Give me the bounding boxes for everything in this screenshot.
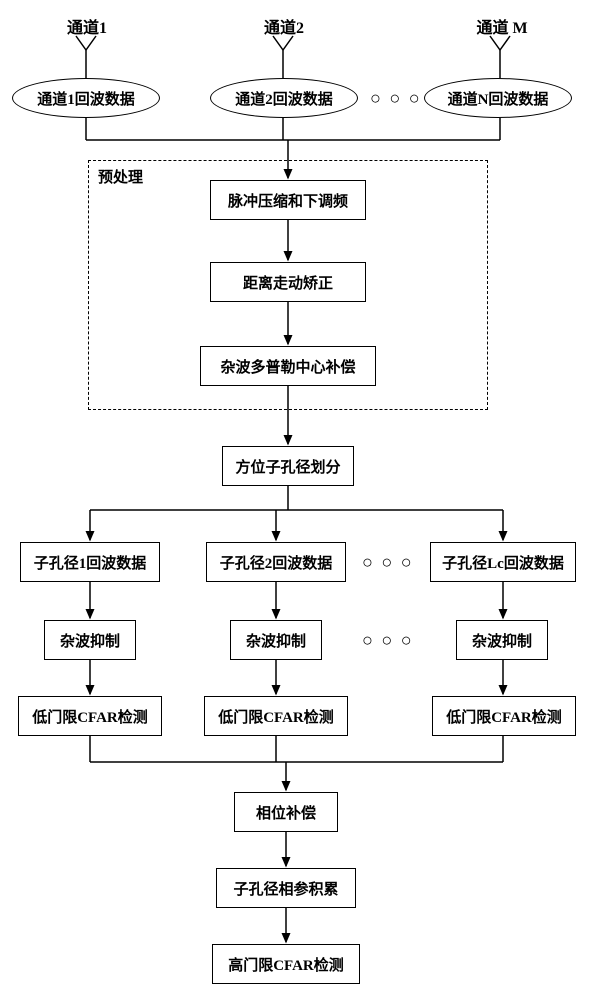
lowcfar-2-text: 低门限CFAR检测 [218, 706, 334, 727]
doppler-center-box: 杂波多普勒中心补偿 [200, 346, 376, 386]
subap-2-text: 子孔径2回波数据 [220, 552, 333, 573]
subap-L-box: 子孔径Lc回波数据 [430, 542, 576, 582]
azimuth-text: 方位子孔径划分 [235, 456, 340, 477]
subap-L-text: 子孔径Lc回波数据 [442, 552, 564, 573]
clutter-L-box: 杂波抑制 [456, 620, 548, 660]
highcfar-box: 高门限CFAR检测 [212, 944, 360, 984]
subap-dots: ○ ○ ○ [362, 552, 414, 573]
echo-ellipse-N: 通道N回波数据 [424, 78, 572, 118]
coherent-box: 子孔径相参积累 [216, 868, 356, 908]
clutter-L-text: 杂波抑制 [472, 630, 532, 651]
echo-ellipse-2: 通道2回波数据 [210, 78, 358, 118]
connector-lines [0, 0, 593, 1000]
lowcfar-2-box: 低门限CFAR检测 [204, 696, 348, 736]
doppler-center-text: 杂波多普勒中心补偿 [220, 356, 355, 377]
lowcfar-1-text: 低门限CFAR检测 [32, 706, 148, 727]
clutter-dots: ○ ○ ○ [362, 630, 414, 651]
highcfar-text: 高门限CFAR检测 [228, 954, 344, 975]
channel-2-label: 通道2 [259, 14, 309, 38]
subap-1-text: 子孔径1回波数据 [34, 552, 147, 573]
echo-ellipse-1: 通道1回波数据 [12, 78, 160, 118]
channel-M-label: 通道 M [472, 14, 532, 38]
pulse-compression-box: 脉冲压缩和下调频 [210, 180, 366, 220]
clutter-1-box: 杂波抑制 [44, 620, 136, 660]
lowcfar-L-text: 低门限CFAR检测 [446, 706, 562, 727]
azimuth-box: 方位子孔径划分 [222, 446, 354, 486]
lowcfar-1-box: 低门限CFAR检测 [18, 696, 162, 736]
echo-dots: ○ ○ ○ [370, 88, 422, 109]
range-migration-text: 距离走动矫正 [243, 272, 333, 293]
pulse-compression-text: 脉冲压缩和下调频 [228, 190, 348, 211]
range-migration-box: 距离走动矫正 [210, 262, 366, 302]
echo-1-text: 通道1回波数据 [37, 88, 135, 109]
phase-box: 相位补偿 [234, 792, 338, 832]
echo-2-text: 通道2回波数据 [235, 88, 333, 109]
coherent-text: 子孔径相参积累 [233, 878, 338, 899]
clutter-1-text: 杂波抑制 [60, 630, 120, 651]
clutter-2-text: 杂波抑制 [246, 630, 306, 651]
subap-1-box: 子孔径1回波数据 [20, 542, 160, 582]
lowcfar-L-box: 低门限CFAR检测 [432, 696, 576, 736]
channel-1-label: 通道1 [62, 14, 112, 38]
clutter-2-box: 杂波抑制 [230, 620, 322, 660]
phase-text: 相位补偿 [256, 802, 316, 823]
subap-2-box: 子孔径2回波数据 [206, 542, 346, 582]
echo-N-text: 通道N回波数据 [448, 88, 549, 109]
preprocess-label: 预处理 [98, 166, 143, 187]
flowchart-canvas: 通道1 通道2 通道 M 通道1回波数据 通道2回波数据 通道N回波数据 ○ ○… [0, 0, 593, 1000]
